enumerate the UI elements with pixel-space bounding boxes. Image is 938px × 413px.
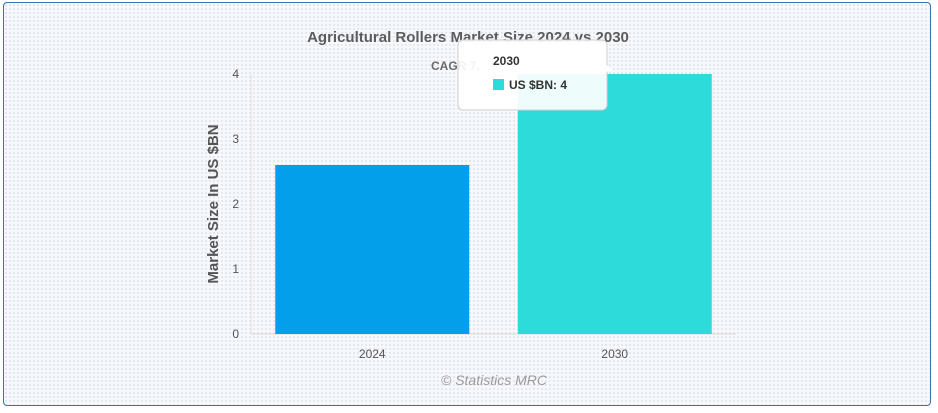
tooltip-label: US $BN: 4 [509,78,567,92]
x-axis-ticks: 2024 2030 [359,347,629,361]
y-tick-label: 2 [232,197,239,211]
y-axis-ticks: 0 1 2 3 4 [232,67,239,341]
y-tick-label: 0 [232,327,239,341]
x-tick-label: 2024 [359,347,386,361]
tooltip-swatch [493,79,504,90]
x-tick-label: 2030 [601,347,628,361]
y-tick-label: 1 [232,262,239,276]
y-axis-label: Market Size In US $BN [205,124,222,283]
tooltip-pointer [601,60,612,74]
tooltip-box [457,39,608,111]
bar-2030[interactable] [517,74,712,334]
tooltip: 2030 US $BN: 4 [457,39,612,111]
y-tick-label: 4 [232,67,239,81]
chart-credit: © Statistics MRC [441,372,548,388]
bar-2024[interactable] [275,165,470,334]
tooltip-title: 2030 [493,54,520,68]
bars-group [275,74,712,334]
y-tick-label: 3 [232,132,239,146]
